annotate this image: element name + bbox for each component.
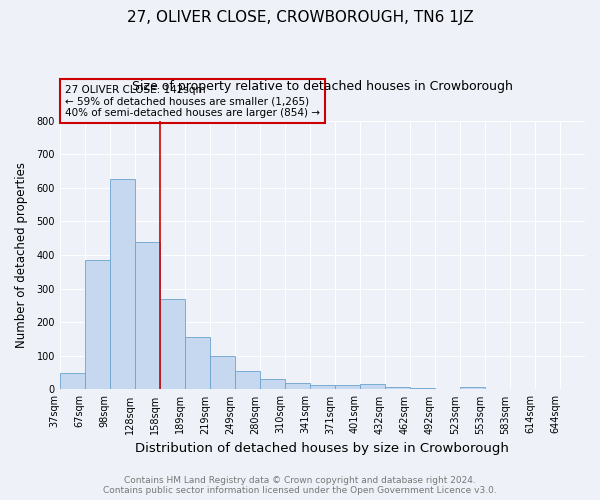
Text: 27 OLIVER CLOSE: 142sqm
← 59% of detached houses are smaller (1,265)
40% of semi: 27 OLIVER CLOSE: 142sqm ← 59% of detache… [65,84,320,118]
Bar [360,384,385,390]
X-axis label: Distribution of detached houses by size in Crowborough: Distribution of detached houses by size … [136,442,509,455]
Text: 27, OLIVER CLOSE, CROWBOROUGH, TN6 1JZ: 27, OLIVER CLOSE, CROWBOROUGH, TN6 1JZ [127,10,473,25]
Bar [160,298,185,390]
Bar [310,386,335,390]
Bar [59,372,85,390]
Bar [385,386,410,390]
Bar [285,384,310,390]
Bar [460,386,485,390]
Bar [85,260,110,390]
Bar [210,356,235,390]
Bar [185,338,210,390]
Bar [335,386,360,390]
Bar [235,371,260,390]
Bar [410,388,435,390]
Text: Contains HM Land Registry data © Crown copyright and database right 2024.
Contai: Contains HM Land Registry data © Crown c… [103,476,497,495]
Title: Size of property relative to detached houses in Crowborough: Size of property relative to detached ho… [132,80,513,93]
Bar [110,180,135,390]
Y-axis label: Number of detached properties: Number of detached properties [15,162,28,348]
Bar [135,242,160,390]
Bar [260,380,285,390]
